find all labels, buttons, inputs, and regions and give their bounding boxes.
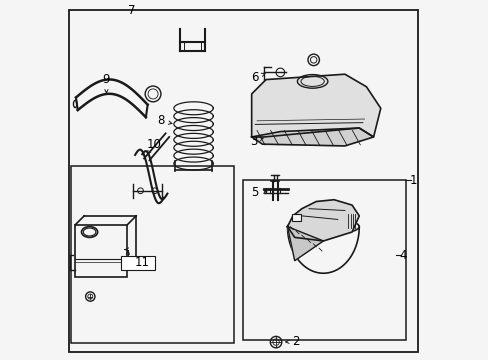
Text: 8: 8 (157, 114, 172, 127)
Text: 7: 7 (127, 4, 135, 17)
Text: 4: 4 (399, 249, 407, 262)
Bar (292, 214, 301, 221)
Text: 11: 11 (135, 256, 149, 269)
Bar (70, 166, 233, 343)
Text: 5: 5 (251, 186, 266, 199)
Text: 1: 1 (408, 174, 416, 186)
Bar (75, 225, 127, 277)
Polygon shape (251, 74, 380, 137)
Bar (242, 180, 405, 339)
Bar (121, 256, 155, 270)
Text: 2: 2 (285, 335, 300, 348)
Polygon shape (287, 200, 359, 241)
Text: 3: 3 (249, 135, 263, 148)
Text: 10: 10 (146, 138, 161, 154)
Polygon shape (251, 128, 373, 146)
Text: 6: 6 (251, 71, 264, 84)
Polygon shape (287, 226, 323, 261)
Text: 9: 9 (102, 73, 110, 93)
